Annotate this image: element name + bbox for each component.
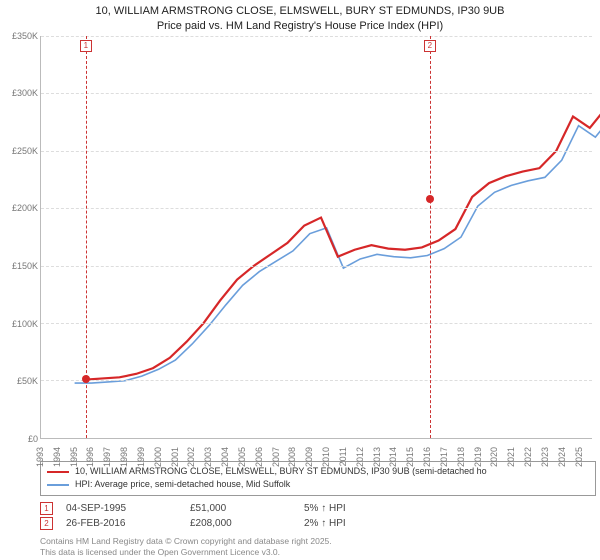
- legend-row: HPI: Average price, semi-detached house,…: [47, 478, 589, 492]
- event-row: 2 26-FEB-2016 £208,000 2% ↑ HPI: [40, 517, 596, 530]
- x-axis: 1993199419951996199719981999200020012002…: [40, 439, 592, 457]
- x-tick-label: 2004: [220, 447, 230, 467]
- x-tick-label: 2007: [271, 447, 281, 467]
- x-tick-label: 1995: [69, 447, 79, 467]
- line-series: [41, 36, 592, 438]
- x-tick-label: 1998: [119, 447, 129, 467]
- x-tick-label: 2008: [287, 447, 297, 467]
- x-tick-label: 2002: [186, 447, 196, 467]
- event-row-date: 04-SEP-1995: [66, 503, 186, 514]
- footer-line-1: Contains HM Land Registry data © Crown c…: [40, 536, 596, 547]
- x-tick-label: 1997: [102, 447, 112, 467]
- event-row-price: £208,000: [190, 518, 300, 529]
- x-tick-label: 2015: [405, 447, 415, 467]
- x-tick-label: 1999: [136, 447, 146, 467]
- event-marker-box: 2: [424, 40, 436, 52]
- event-row-date: 26-FEB-2016: [66, 518, 186, 529]
- event-vline: [430, 36, 431, 438]
- event-row-price: £51,000: [190, 503, 300, 514]
- event-row-number: 1: [40, 502, 53, 515]
- event-row: 1 04-SEP-1995 £51,000 5% ↑ HPI: [40, 502, 596, 515]
- x-tick-label: 2021: [506, 447, 516, 467]
- x-tick-label: 2003: [203, 447, 213, 467]
- x-tick-label: 2001: [170, 447, 180, 467]
- y-tick-label: £350K: [12, 31, 38, 41]
- x-tick-label: 1993: [35, 447, 45, 467]
- x-tick-label: 2012: [355, 447, 365, 467]
- x-tick-label: 2000: [153, 447, 163, 467]
- title-subtitle: Price paid vs. HM Land Registry's House …: [4, 19, 596, 34]
- gridline: [41, 93, 592, 94]
- gridline: [41, 208, 592, 209]
- chart-area: £0£50K£100K£150K£200K£250K£300K£350K 12 …: [4, 36, 596, 457]
- series-price: [86, 107, 600, 379]
- x-tick-label: 2010: [321, 447, 331, 467]
- x-tick-label: 2022: [523, 447, 533, 467]
- gridline: [41, 151, 592, 152]
- plot-region: 12: [40, 36, 592, 439]
- y-tick-label: £150K: [12, 261, 38, 271]
- x-tick-label: 2020: [489, 447, 499, 467]
- x-tick-label: 2005: [237, 447, 247, 467]
- x-tick-label: 1994: [52, 447, 62, 467]
- event-row-delta: 2% ↑ HPI: [304, 518, 424, 529]
- x-tick-label: 2017: [439, 447, 449, 467]
- y-tick-label: £100K: [12, 319, 38, 329]
- chart-title: 10, WILLIAM ARMSTRONG CLOSE, ELMSWELL, B…: [4, 4, 596, 34]
- footer-attribution: Contains HM Land Registry data © Crown c…: [40, 536, 596, 558]
- y-axis: £0£50K£100K£150K£200K£250K£300K£350K: [4, 36, 40, 439]
- event-row-number: 2: [40, 517, 53, 530]
- x-tick-label: 2009: [304, 447, 314, 467]
- gridline: [41, 36, 592, 37]
- title-address: 10, WILLIAM ARMSTRONG CLOSE, ELMSWELL, B…: [4, 4, 596, 19]
- gridline: [41, 266, 592, 267]
- event-rows: 1 04-SEP-1995 £51,000 5% ↑ HPI 2 26-FEB-2016 £…: [4, 500, 596, 532]
- event-marker-box: 1: [80, 40, 92, 52]
- event-row-delta: 5% ↑ HPI: [304, 503, 424, 514]
- y-tick-label: £50K: [17, 376, 38, 386]
- gridline: [41, 323, 592, 324]
- x-tick-label: 2013: [372, 447, 382, 467]
- x-tick-label: 2011: [338, 447, 348, 466]
- y-tick-label: £0: [28, 434, 38, 444]
- footer-line-2: This data is licensed under the Open Gov…: [40, 547, 596, 558]
- event-marker-dot: [82, 375, 90, 383]
- event-marker-dot: [426, 195, 434, 203]
- x-tick-label: 2019: [473, 447, 483, 467]
- y-tick-label: £250K: [12, 146, 38, 156]
- x-tick-label: 2016: [422, 447, 432, 467]
- series-hpi: [75, 116, 600, 383]
- y-tick-label: £200K: [12, 203, 38, 213]
- x-tick-label: 2018: [456, 447, 466, 467]
- gridline: [41, 380, 592, 381]
- x-tick-label: 1996: [85, 447, 95, 467]
- x-tick-label: 2023: [540, 447, 550, 467]
- x-tick-label: 2006: [254, 447, 264, 467]
- legend-swatch: [47, 471, 69, 473]
- x-tick-label: 2025: [574, 447, 584, 467]
- x-tick-label: 2024: [557, 447, 567, 467]
- x-tick-label: 2014: [388, 447, 398, 467]
- legend-swatch: [47, 484, 69, 486]
- y-tick-label: £300K: [12, 88, 38, 98]
- legend-label: HPI: Average price, semi-detached house,…: [75, 478, 290, 492]
